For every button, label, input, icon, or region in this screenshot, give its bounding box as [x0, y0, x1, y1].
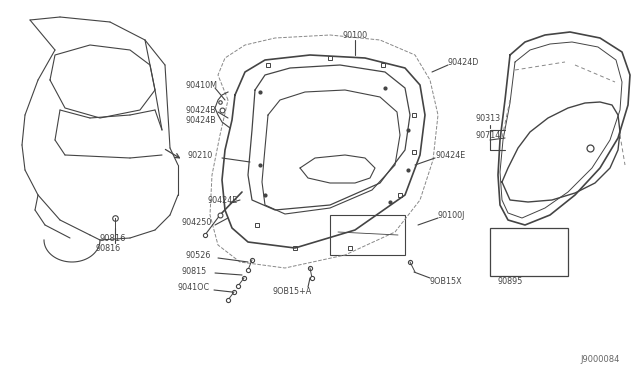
Text: 90714: 90714 [476, 131, 501, 140]
Text: 9041OC: 9041OC [178, 283, 210, 292]
Text: 90424B: 90424B [185, 106, 216, 115]
Text: J9000084: J9000084 [580, 356, 620, 365]
Text: 90816: 90816 [95, 244, 120, 253]
Text: 90210: 90210 [188, 151, 213, 160]
Text: 90816: 90816 [100, 234, 127, 243]
Text: 90526: 90526 [185, 250, 211, 260]
Text: 90410M: 90410M [185, 80, 217, 90]
Bar [330, 215, 405, 255]
Text: 90895: 90895 [497, 278, 523, 286]
Text: 90424E: 90424E [208, 196, 238, 205]
Text: 90100: 90100 [342, 31, 367, 39]
Text: 9OB15+A: 9OB15+A [273, 288, 312, 296]
Text: 904250: 904250 [182, 218, 212, 227]
Text: 90815: 90815 [182, 267, 207, 276]
Text: 90424E: 90424E [435, 151, 465, 160]
Text: 90424B: 90424B [185, 115, 216, 125]
Text: 90100J: 90100J [438, 211, 465, 219]
Bar [490, 228, 568, 276]
Text: 9OB15X: 9OB15X [430, 278, 463, 286]
Text: 90313: 90313 [475, 113, 500, 122]
Text: 90424D: 90424D [448, 58, 479, 67]
